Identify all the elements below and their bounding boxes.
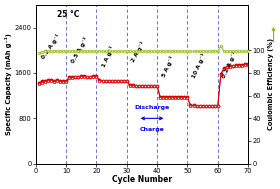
- Text: Discharge: Discharge: [134, 105, 170, 110]
- Text: 25 °C: 25 °C: [57, 10, 80, 19]
- Text: 0.2 A g⁻¹: 0.2 A g⁻¹: [221, 50, 239, 79]
- Text: 10 A g⁻¹: 10 A g⁻¹: [190, 53, 207, 79]
- X-axis label: Cycle Number: Cycle Number: [112, 175, 172, 184]
- Text: Charge: Charge: [140, 127, 165, 132]
- Text: 1 A g⁻¹: 1 A g⁻¹: [100, 45, 115, 68]
- Text: 0.2 A g⁻¹: 0.2 A g⁻¹: [40, 33, 62, 60]
- Text: 2 A g⁻¹: 2 A g⁻¹: [130, 41, 146, 63]
- Text: 0.5 A g⁻¹: 0.5 A g⁻¹: [70, 36, 89, 64]
- Y-axis label: Coulombic Efficiency (%): Coulombic Efficiency (%): [268, 38, 274, 130]
- Text: 5 A g⁻¹: 5 A g⁻¹: [160, 55, 175, 78]
- Y-axis label: Specific Capacity (mAh g⁻¹): Specific Capacity (mAh g⁻¹): [5, 33, 12, 135]
